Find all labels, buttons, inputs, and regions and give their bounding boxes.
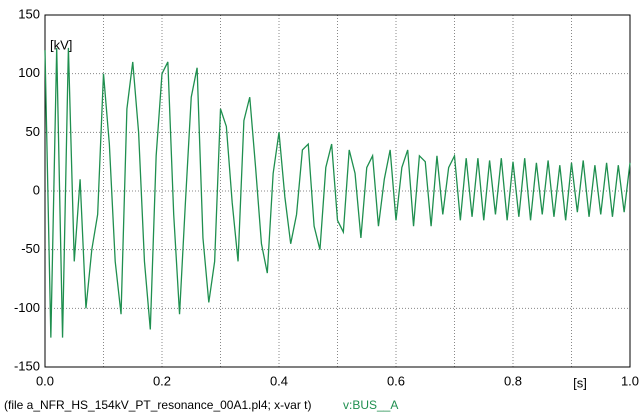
y-tick-label: -50 [21, 241, 40, 256]
y-tick-label: -150 [14, 358, 40, 373]
series-line [44, 47, 631, 338]
plot-frame [44, 14, 631, 368]
x-tick-label: 0.8 [504, 373, 522, 388]
y-tick-label: -100 [14, 300, 40, 315]
legend-entry: v:BUS__A [343, 398, 398, 412]
footer: (file a_NFR_HS_154kV_PT_resonance_00A1.p… [4, 398, 312, 412]
x-tick-label: 0.6 [387, 373, 405, 388]
x-axis-label: [s] [573, 375, 587, 390]
y-axis-label: [kV] [50, 37, 72, 52]
x-tick-label: 0.2 [153, 373, 171, 388]
y-tick-label: 150 [18, 6, 40, 21]
x-tick-label: 0.0 [36, 373, 54, 388]
y-tick-label: 0 [33, 182, 40, 197]
y-tick-label: 50 [26, 124, 40, 139]
y-tick-label: 100 [18, 65, 40, 80]
x-tick-label: 0.4 [270, 373, 288, 388]
x-tick-label: 1.0 [621, 373, 639, 388]
